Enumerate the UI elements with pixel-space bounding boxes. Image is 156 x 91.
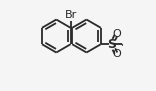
Text: Br: Br: [65, 10, 78, 20]
Text: S: S: [107, 38, 116, 51]
Text: O: O: [112, 29, 121, 39]
Text: O: O: [112, 49, 121, 59]
